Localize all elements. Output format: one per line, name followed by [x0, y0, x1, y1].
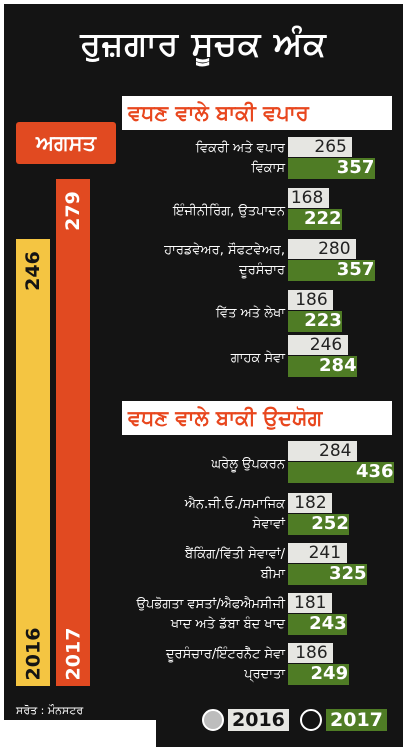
trade-bar-2017-2 — [288, 260, 375, 281]
industry-bar-2017-4 — [288, 664, 349, 685]
trade-label-1: ਇੰਜੀਨੀਰਿੰਗ, ਉਤਪਾਦਨ — [173, 203, 285, 220]
industry-value-2016-2: 241 — [308, 543, 342, 563]
source-note: ਸਰੋਤ : ਮੌਨਸਟਰ — [16, 704, 84, 717]
industry-value-2017-4: 249 — [310, 663, 349, 684]
industry-value-2016-0: 284 — [319, 441, 352, 461]
industry-bar-2016-2 — [288, 543, 347, 563]
industry-bar-2016-1 — [288, 493, 333, 513]
industry-label-line: ਉਪਭੋਗਤਾ ਵਸਤਾਂ/ਐਫਐਮਸੀਜੀ — [136, 597, 285, 612]
trade-label-0: ਵਿਕਰੀ ਅਤੇ ਵਪਾਰ ਵਿਕਾਸ — [196, 139, 285, 179]
overall-year-text: 2017 — [62, 627, 85, 681]
trade-label-line: ਵਿਕਰੀ ਅਤੇ ਵਪਾਰ — [195, 141, 285, 156]
legend-2017: 2017 — [300, 706, 387, 734]
industry-label-line: ਐਨ.ਜੀ.ਓ./ਸਮਾਜਿਕ — [184, 497, 285, 512]
trade-bar-2016-1 — [288, 188, 329, 208]
trade-bar-2016-4 — [288, 335, 348, 355]
trade-bar-2017-4 — [288, 356, 358, 377]
industry-value-2016-4: 186 — [295, 643, 328, 663]
industry-bar-2017-3 — [288, 614, 348, 635]
industry-value-2016-1: 182 — [294, 493, 327, 513]
industry-value-2016-3: 181 — [294, 593, 327, 613]
page-title: ਰੁਜ਼ਗਾਰ ਸੂਚਕ ਅੰਕ — [80, 24, 327, 63]
trade-value-2016-2: 280 — [318, 239, 351, 259]
trade-value-2016-0: 265 — [314, 137, 347, 157]
overall-year-2016: 2016 — [16, 624, 50, 684]
industry-value-2017-3: 243 — [309, 613, 347, 634]
overall-bar-2017: 279 2017 — [56, 179, 90, 686]
trade-label-line: ਦੂਰਸੰਚਾਰ — [239, 263, 285, 278]
trade-value-2016-3: 186 — [295, 290, 328, 310]
trade-label-2: ਹਾਰਡਵੇਅਰ, ਸੌਫਟਵੇਅਰ, ਦੂਰਸੰਚਾਰ — [164, 241, 285, 281]
industry-label-4: ਦੂਰਸੰਚਾਰ/ਇੰਟਰਨੈੱਟ ਸੇਵਾ ਪ੍ਰਦਾਤਾ — [166, 645, 285, 685]
trade-bar-2017-3 — [288, 311, 343, 332]
trade-value-2017-4: 284 — [319, 355, 357, 376]
industry-label-0: ਘਰੇਲੂ ਉਪਕਰਨ — [212, 456, 286, 473]
trade-label-line: ਵਿੱਤ ਅਤੇ ਲੇਖਾ — [215, 306, 285, 321]
industry-label-line: ਸੇਵਾਵਾਂ — [252, 517, 285, 532]
industry-bar-2016-0 — [288, 441, 358, 461]
trade-bar-2016-2 — [288, 239, 357, 259]
overall-year-text: 2016 — [22, 627, 45, 681]
industry-bar-2017-0 — [288, 462, 394, 483]
industry-label-line: ਘਰੇਲੂ ਉਪਕਰਨ — [211, 457, 286, 472]
overall-value-text: 246 — [22, 251, 45, 291]
industry-label-line: ਦੂਰਸੰਚਾਰ/ਇੰਟਰਨੈੱਟ ਸੇਵਾ — [165, 647, 285, 662]
legend-2016-label: 2016 — [228, 709, 289, 731]
industry-bar-2016-4 — [288, 643, 334, 663]
trade-value-2016-1: 168 — [290, 188, 324, 208]
industry-value-2017-0: 436 — [356, 461, 394, 482]
trade-label-line: ਵਿਕਾਸ — [251, 161, 285, 176]
trade-label-line: ਇੰਜੀਨੀਰਿੰਗ, ਉਤਪਾਦਨ — [173, 204, 285, 219]
industry-value-2017-2: 325 — [329, 563, 367, 584]
overall-value-2016: 246 — [16, 241, 50, 301]
month-badge: ਅਗਸਤ — [16, 122, 116, 164]
trade-label-3: ਵਿੱਤ ਅਤੇ ਲੇਖਾ — [216, 305, 285, 322]
section-heading-industries: ਵਧਣ ਵਾਲੇ ਬਾਕੀ ਉਦਯੋਗ — [122, 401, 392, 435]
trade-bar-2017-1 — [288, 209, 342, 230]
trade-bar-2017-0 — [288, 158, 375, 179]
blank-box — [4, 720, 156, 747]
industry-bar-2016-3 — [288, 593, 332, 613]
section-heading-trades: ਵਧਣ ਵਾਲੇ ਬਾਕੀ ਵਪਾਰ — [122, 96, 392, 130]
overall-bar-2016: 246 2016 — [16, 238, 50, 686]
industry-label-line: ਬੀਮਾ — [260, 567, 285, 582]
overall-value-text: 279 — [62, 191, 85, 231]
infographic-panel: ਰੁਜ਼ਗਾਰ ਸੂਚਕ ਅੰਕ ਵਧਣ ਵਾਲੇ ਬਾਕੀ ਵਪਾਰ ਵਧਣ … — [4, 4, 403, 747]
industry-label-3: ਉਪਭੋਗਤਾ ਵਸਤਾਂ/ਐਫਐਮਸੀਜੀ ਖਾਦ ਅਤੇ ਡੱਬਾ ਬੰਦ ਖ… — [137, 595, 285, 635]
trade-value-2017-2: 357 — [336, 259, 375, 280]
overall-year-2017: 2017 — [56, 624, 90, 684]
industry-label-line: ਖਾਦ ਅਤੇ ਡੱਬਾ ਬੰਦ ਖਾਦ — [170, 617, 285, 632]
trade-value-2017-3: 223 — [304, 310, 342, 331]
legend-2016-swatch — [202, 709, 224, 731]
industry-value-2017-1: 252 — [311, 513, 349, 534]
trade-label-line: ਹਾਰਡਵੇਅਰ, ਸੌਫਟਵੇਅਰ, — [164, 243, 285, 258]
industry-bar-2017-1 — [288, 514, 350, 535]
legend-2016: 2016 — [202, 706, 289, 734]
industry-label-line: ਬੈਂਕਿੰਗ/ਵਿੱਤੀ ਸੇਵਾਵਾਂ/ — [185, 547, 285, 562]
trade-bar-2016-0 — [288, 137, 353, 157]
trade-bar-2016-3 — [288, 290, 334, 310]
industry-label-line: ਪ੍ਰਦਾਤਾ — [244, 667, 285, 682]
industry-label-2: ਬੈਂਕਿੰਗ/ਵਿੱਤੀ ਸੇਵਾਵਾਂ/ ਬੀਮਾ — [185, 545, 285, 585]
legend-2017-swatch — [300, 709, 322, 731]
trade-label-line: ਗਾਹਕ ਸੇਵਾ — [230, 351, 285, 366]
trade-value-2017-1: 222 — [303, 208, 342, 229]
overall-value-2017: 279 — [56, 181, 90, 241]
trade-value-2016-4: 246 — [309, 335, 343, 355]
industry-bar-2017-2 — [288, 564, 367, 585]
legend-2017-label: 2017 — [326, 709, 387, 731]
trade-label-4: ਗਾਹਕ ਸੇਵਾ — [231, 350, 285, 367]
industry-label-1: ਐਨ.ਜੀ.ਓ./ਸਮਾਜਿਕ ਸੇਵਾਵਾਂ — [185, 495, 285, 535]
trade-value-2017-0: 357 — [336, 157, 375, 178]
